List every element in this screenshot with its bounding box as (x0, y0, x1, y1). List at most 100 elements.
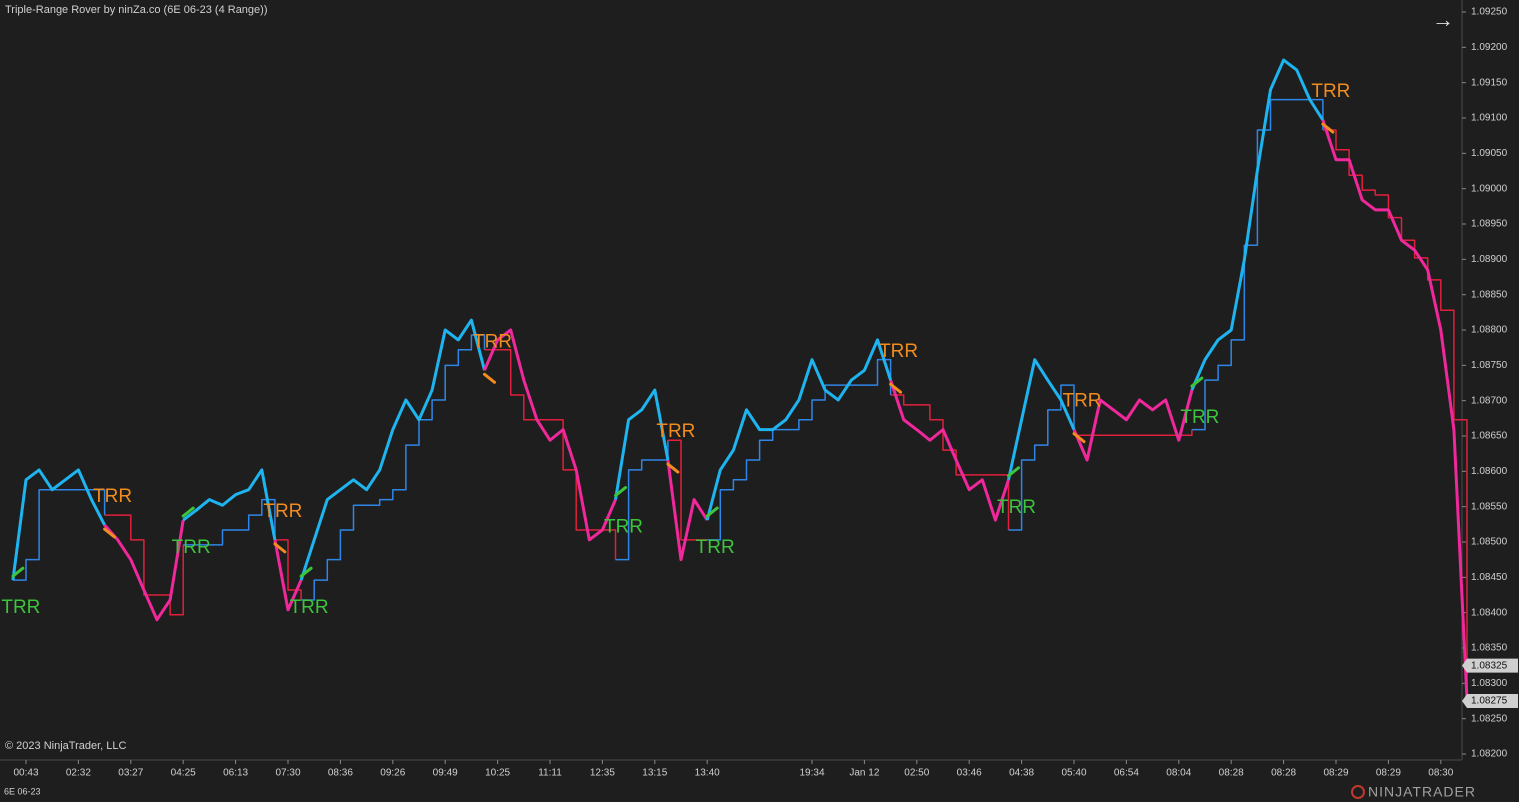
x-tick-label: 03:27 (118, 768, 143, 779)
signal-arrow (666, 462, 680, 474)
x-tick-label: 08:29 (1323, 768, 1348, 779)
signal-arrow (103, 527, 117, 539)
price-line (1321, 119, 1469, 700)
trailing-stop-line (667, 439, 708, 541)
trailing-stop-line (1074, 429, 1193, 437)
chart-title: Triple-Range Rover by ninZa.co (6E 06-23… (5, 4, 268, 16)
signal-label: TRR (1311, 81, 1350, 102)
trailing-stop-line (484, 349, 617, 560)
x-tick-label: 13:15 (642, 768, 667, 779)
price-line (11, 468, 106, 581)
trailing-stop-line (104, 514, 184, 616)
price-marker-label: 1.08275 (1471, 696, 1508, 707)
signal-arrow (889, 382, 903, 394)
signal-label: TRR (473, 331, 512, 352)
x-tick-label: 19:34 (799, 768, 824, 779)
trailing-stop-line (1191, 98, 1324, 431)
x-tick-label: 04:25 (171, 768, 196, 779)
signal-arrow (705, 506, 719, 518)
instrument-label: 6E 06-23 (4, 786, 41, 796)
y-tick-label: 1.08450 (1471, 572, 1508, 583)
trailing-stop-line (1322, 129, 1468, 700)
signal-label: TRR (656, 421, 695, 442)
y-tick-label: 1.08650 (1471, 431, 1508, 442)
signal-arrow (614, 486, 627, 498)
price-line (705, 338, 893, 521)
y-tick-label: 1.08900 (1471, 254, 1508, 265)
x-tick-label: 12:35 (590, 768, 615, 779)
x-tick-label: 09:49 (433, 768, 458, 779)
x-tick-label: 05:40 (1061, 768, 1086, 779)
y-tick-label: 1.08950 (1471, 219, 1508, 230)
x-tick-label: 08:30 (1428, 768, 1453, 779)
price-marker (1462, 658, 1518, 673)
y-tick-label: 1.08600 (1471, 466, 1508, 477)
signal-arrow (299, 566, 313, 578)
x-tick-label: 10:25 (485, 768, 510, 779)
price-line (103, 519, 185, 622)
y-tick-label: 1.08750 (1471, 360, 1508, 371)
y-tick-label: 1.08300 (1471, 678, 1508, 689)
price-line (1007, 358, 1076, 481)
signal-arrow (273, 542, 287, 554)
trailing-stop-line (301, 334, 486, 601)
x-tick-label: 09:26 (380, 768, 405, 779)
y-tick-label: 1.08700 (1471, 395, 1508, 406)
signal-arrow (1321, 122, 1335, 134)
y-tick-label: 1.09050 (1471, 148, 1508, 159)
y-tick-label: 1.09000 (1471, 183, 1508, 194)
signal-label: TRR (696, 537, 735, 558)
signal-label: TRR (879, 341, 918, 362)
y-tick-label: 1.09250 (1471, 7, 1508, 18)
navigate-arrow[interactable]: → (1432, 7, 1454, 32)
x-tick-label: 03:46 (957, 768, 982, 779)
price-line (666, 459, 709, 562)
y-tick-label: 1.09150 (1471, 77, 1508, 88)
x-tick-label: 08:28 (1219, 768, 1244, 779)
price-line (299, 318, 486, 581)
x-tick-label: 13:40 (695, 768, 720, 779)
x-tick-label: 00:43 (13, 768, 38, 779)
signal-label: TRR (172, 537, 211, 558)
signal-label: TRR (263, 501, 302, 522)
trailing-stop-line (274, 539, 302, 600)
x-tick-label: 02:32 (66, 768, 91, 779)
price-line (614, 388, 670, 500)
price-line (1072, 389, 1194, 462)
signal-label: TRR (93, 486, 132, 507)
trailing-stop-line (1008, 384, 1075, 531)
x-tick-label: 08:36 (328, 768, 353, 779)
x-tick-label: 08:29 (1376, 768, 1401, 779)
x-tick-label: 08:04 (1166, 768, 1191, 779)
x-tick-label: 06:13 (223, 768, 248, 779)
y-tick-label: 1.08800 (1471, 325, 1508, 336)
trailing-stop-line (707, 358, 892, 541)
y-tick-label: 1.08550 (1471, 501, 1508, 512)
y-tick-label: 1.08250 (1471, 713, 1508, 724)
signal-label: TRR (290, 597, 329, 618)
x-tick-label: 06:54 (1114, 768, 1139, 779)
signal-arrow (1007, 466, 1020, 478)
price-line (483, 328, 617, 542)
x-tick-label: 11:11 (538, 768, 562, 779)
x-tick-label: 04:38 (1009, 768, 1034, 779)
signal-arrow (181, 506, 195, 518)
trailing-stop-line (890, 394, 1010, 530)
copyright: © 2023 NinjaTrader, LLC (5, 740, 126, 752)
x-tick-label: Jan 12 (849, 768, 879, 779)
y-tick-label: 1.08200 (1471, 749, 1508, 760)
trailing-stop-line (615, 440, 669, 561)
trailing-stop-line (183, 498, 276, 546)
signal-arrow (11, 566, 25, 578)
price-line (1190, 58, 1325, 391)
y-tick-label: 1.08500 (1471, 537, 1508, 548)
price-line (273, 539, 303, 612)
price-line (889, 379, 1010, 522)
logo: NINJATRADER (1368, 784, 1476, 800)
signal-arrow (483, 372, 496, 384)
signal-label: TRR (1180, 407, 1219, 428)
y-tick-label: 1.08350 (1471, 643, 1508, 654)
price-line (182, 468, 277, 541)
